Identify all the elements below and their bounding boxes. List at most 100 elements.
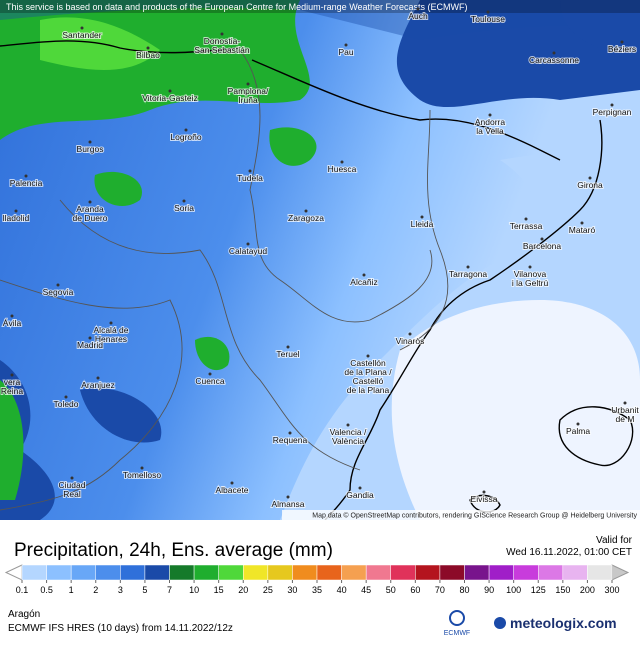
city-dot xyxy=(146,46,150,50)
color-box xyxy=(218,564,244,581)
color-box xyxy=(488,564,514,581)
logo-ecmwf: ECMWF xyxy=(444,630,470,637)
city-label: Tarragona xyxy=(449,269,488,279)
tick-label: 70 xyxy=(435,585,445,595)
colorbar: 0.1 0.5 1 2 3 5 7 10 15 20 25 30 35 40 45 50 60 70 80 90 100… xyxy=(4,564,630,595)
color-box xyxy=(587,564,613,581)
color-box xyxy=(415,564,441,581)
city-dot xyxy=(109,321,113,325)
city-label: Burgos xyxy=(77,144,104,154)
color-box xyxy=(316,564,342,581)
tick-label: 1 xyxy=(69,585,74,595)
city-dot xyxy=(358,486,362,490)
city-label: Barcelona xyxy=(523,241,562,251)
city-dot xyxy=(246,82,250,86)
city-label: Aranjuez xyxy=(81,380,115,390)
city-dot xyxy=(88,336,92,340)
valid-time: Wed 16.11.2022, 01:00 CET xyxy=(506,547,632,558)
color-box xyxy=(464,564,490,581)
city-label: Madrid xyxy=(77,340,103,350)
color-box xyxy=(46,564,72,581)
city-label: de M xyxy=(616,414,635,424)
city-dot xyxy=(420,215,424,219)
tick-label: 25 xyxy=(263,585,273,595)
meteologix-icon xyxy=(494,617,506,629)
city-label: vera xyxy=(4,377,21,387)
tick-label: 80 xyxy=(459,585,469,595)
city-label: Segovia xyxy=(43,287,74,297)
city-label: Pamplona/ xyxy=(228,86,269,96)
tick-label: 125 xyxy=(531,585,546,595)
city-label: San Sebastián xyxy=(194,45,250,55)
city-label: Teruel xyxy=(276,349,299,359)
tick-label: 0.5 xyxy=(40,585,53,595)
city-dot xyxy=(466,265,470,269)
city-dot xyxy=(482,490,486,494)
city-dot xyxy=(182,199,186,203)
city-dot xyxy=(580,221,584,225)
city-label: Aranda xyxy=(76,204,104,214)
tick-label: 60 xyxy=(410,585,420,595)
city-label: Vitoria-Gasteiz xyxy=(142,93,198,103)
city-label: Palma xyxy=(566,426,590,436)
city-dot xyxy=(56,283,60,287)
city-dot xyxy=(96,376,100,380)
city-label: Andorra xyxy=(475,117,506,127)
city-dot xyxy=(230,481,234,485)
tick-label: 300 xyxy=(604,585,619,595)
city-dot xyxy=(208,372,212,376)
city-dot xyxy=(88,140,92,144)
city-label: Santander xyxy=(62,30,101,40)
city-dot xyxy=(286,345,290,349)
city-label: Requena xyxy=(273,435,308,445)
color-box xyxy=(562,564,588,581)
map xyxy=(0,0,640,521)
city-label: Logroño xyxy=(170,132,201,142)
city-label: Toulouse xyxy=(471,14,505,24)
city-dot xyxy=(416,7,420,11)
tick-label: 200 xyxy=(580,585,595,595)
city-dot xyxy=(486,10,490,14)
city-dot xyxy=(64,395,68,399)
city-label: Carcassonne xyxy=(529,55,579,65)
city-label: Castelló xyxy=(353,376,384,386)
notice: This service is based on data and produc… xyxy=(6,2,468,12)
color-box xyxy=(144,564,170,581)
city-label: Calatayud xyxy=(229,246,268,256)
attribution: Map data © OpenStreetMap contributors, r… xyxy=(312,512,637,520)
city-dot xyxy=(140,466,144,470)
city-label: Palencia xyxy=(10,178,43,188)
tick-label: 150 xyxy=(555,585,570,595)
city-label: Auch xyxy=(408,11,428,21)
tick-label: 35 xyxy=(312,585,322,595)
city-label: Béziers xyxy=(608,44,636,54)
city-label: Albacete xyxy=(215,485,248,495)
city-label: Zaragoza xyxy=(288,213,324,223)
city-label: Terrassa xyxy=(510,221,543,231)
city-dot xyxy=(408,332,412,336)
city-label: Lleida xyxy=(411,219,434,229)
city-label: Perpignan xyxy=(593,107,632,117)
city-label: lladolid xyxy=(3,213,30,223)
city-label: Real xyxy=(63,489,81,499)
city-dot xyxy=(246,242,250,246)
ecmwf-icon xyxy=(449,610,465,626)
city-label: de la Plana xyxy=(347,385,390,395)
city-label: Urbanit xyxy=(611,405,639,415)
tick-label: 20 xyxy=(238,585,248,595)
city-label: de la Plana / xyxy=(344,367,392,377)
city-dot xyxy=(184,128,188,132)
city-label: Cuenca xyxy=(195,376,225,386)
city-dot xyxy=(488,113,492,117)
city-dot xyxy=(286,495,290,499)
city-label: Iruña xyxy=(238,95,258,105)
legend-title: Precipitation, 24h, Ens. average (mm) xyxy=(14,540,333,561)
color-box xyxy=(169,564,195,581)
city-dot xyxy=(14,209,18,213)
color-box xyxy=(513,564,539,581)
city-label: Soria xyxy=(174,203,194,213)
region: Aragón xyxy=(8,609,40,620)
city-label: Mataró xyxy=(569,225,596,235)
tick-label: 15 xyxy=(214,585,224,595)
